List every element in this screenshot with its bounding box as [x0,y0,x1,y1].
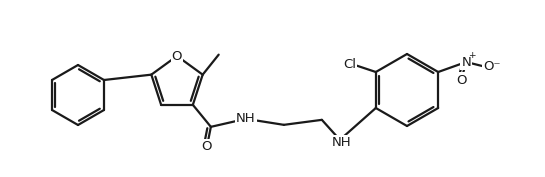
Text: NH: NH [332,136,352,149]
Text: O⁻: O⁻ [483,61,501,73]
Text: NH: NH [236,112,256,125]
Text: O: O [456,73,467,87]
Text: Cl: Cl [343,58,356,70]
Text: O: O [172,50,182,62]
Text: O: O [202,140,212,153]
Text: +: + [468,52,476,61]
Text: N: N [461,56,471,68]
